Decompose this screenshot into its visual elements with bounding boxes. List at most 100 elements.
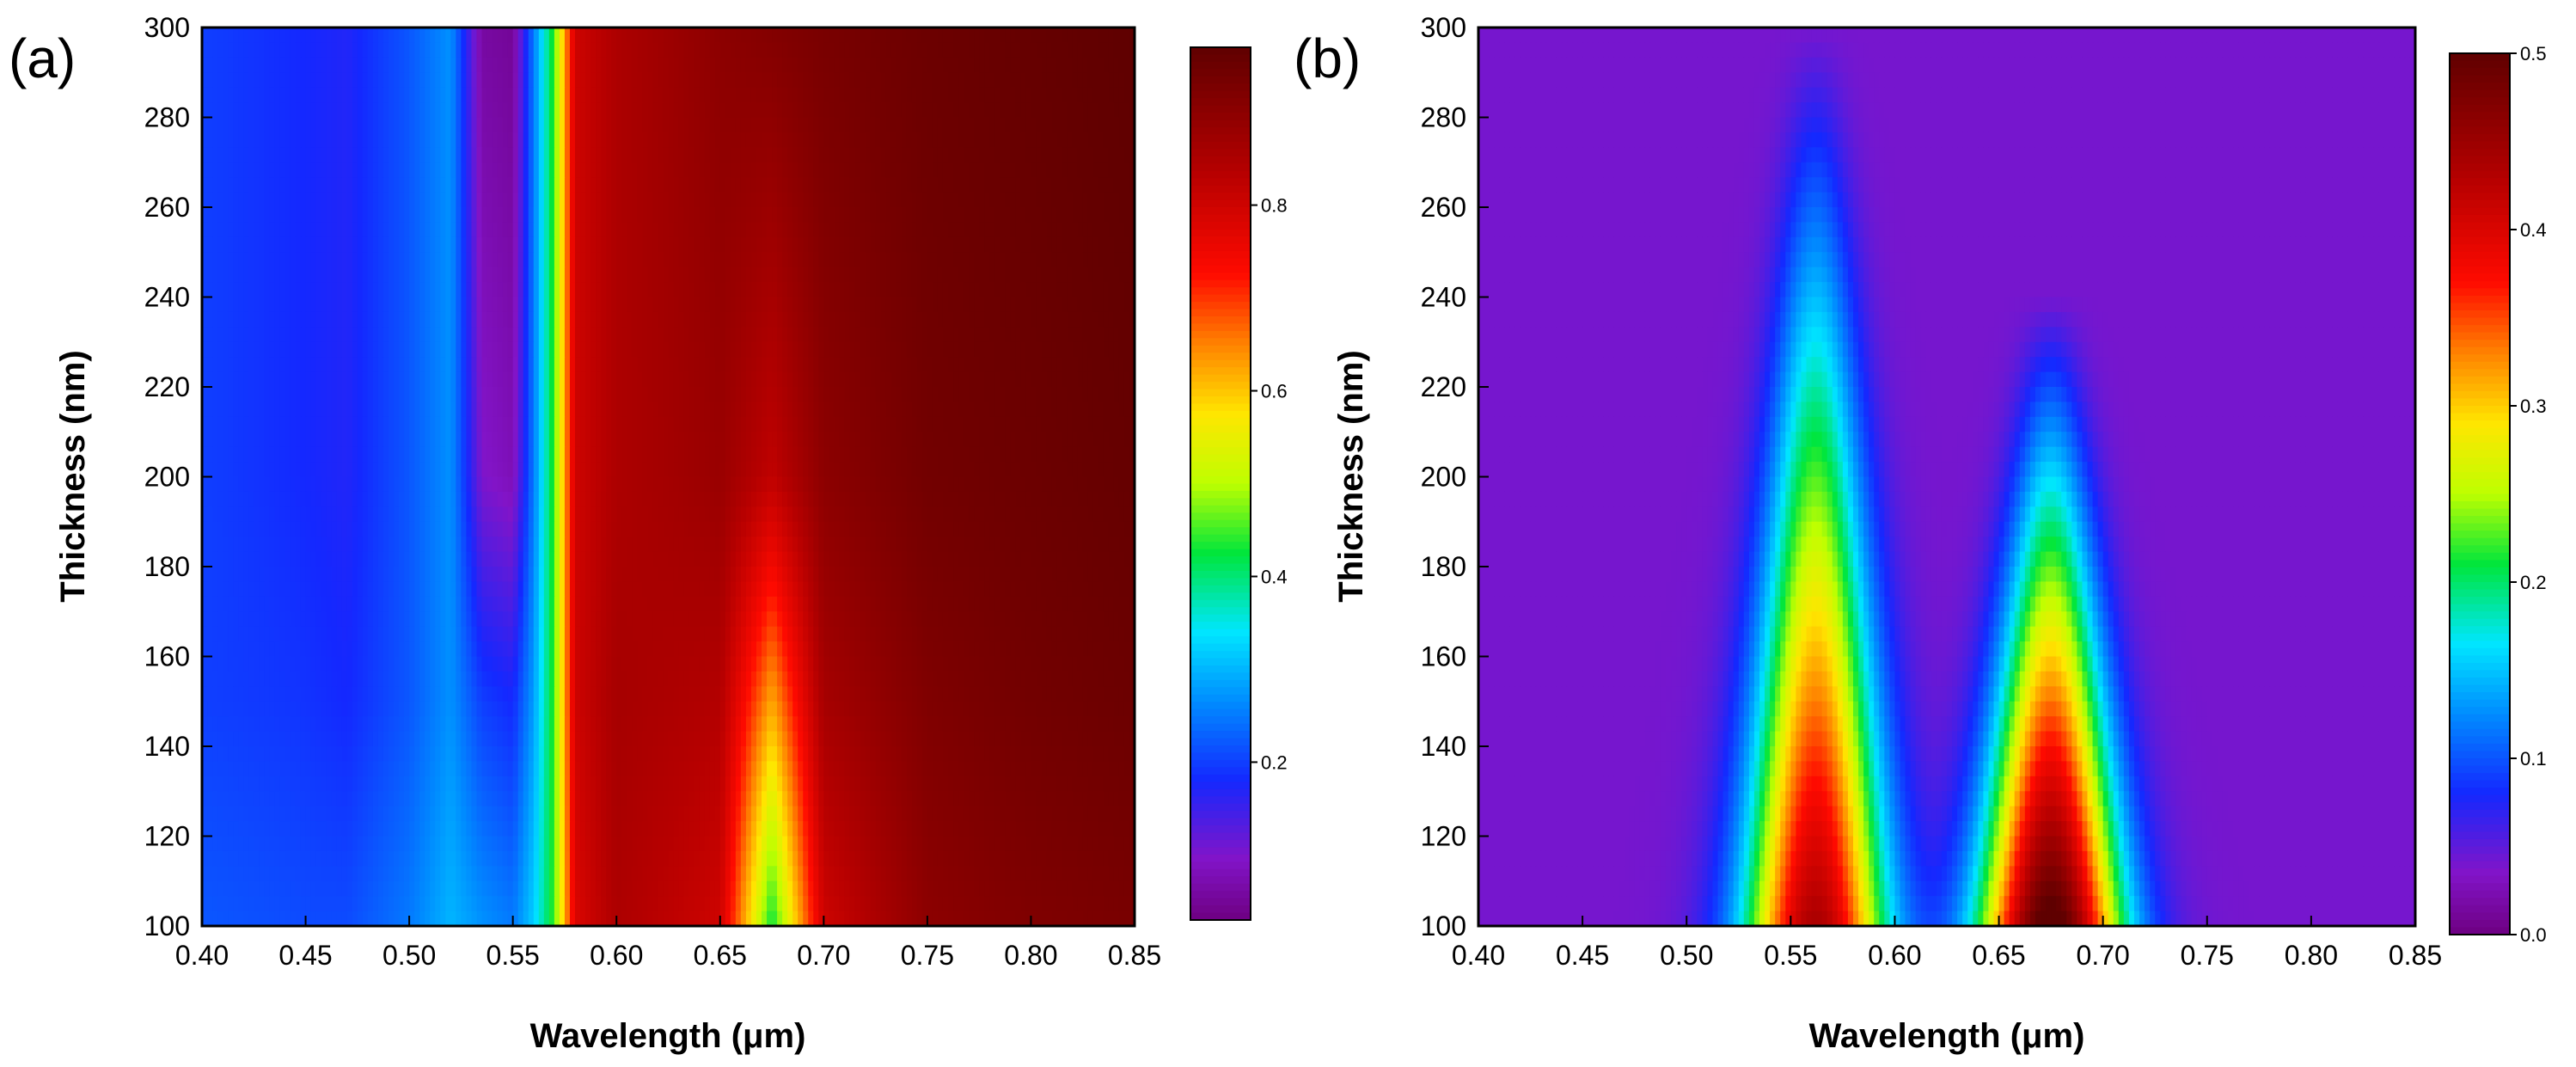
heatmap-cell xyxy=(523,222,529,238)
heatmap-cell xyxy=(575,207,581,224)
heatmap-cell xyxy=(394,192,400,208)
heatmap-cell xyxy=(580,192,586,208)
heatmap-cell xyxy=(652,132,659,148)
heatmap-cell xyxy=(818,327,824,343)
heatmap-cell xyxy=(745,252,752,268)
heatmap-cell xyxy=(880,387,887,403)
heatmap-cell xyxy=(865,297,872,313)
heatmap-cell xyxy=(274,371,281,388)
heatmap-cell xyxy=(382,341,389,358)
heatmap-cell xyxy=(823,102,829,119)
heatmap-cell xyxy=(1062,387,1068,403)
heatmap-cell xyxy=(647,192,654,208)
heatmap-cell xyxy=(621,57,627,73)
heatmap-cell xyxy=(823,236,829,253)
heatmap-cell xyxy=(264,236,270,253)
heatmap-cell xyxy=(719,267,726,283)
heatmap-cell xyxy=(803,57,809,73)
heatmap-cell xyxy=(808,267,814,283)
heatmap-cell xyxy=(554,117,560,133)
heatmap-cell xyxy=(1067,236,1074,253)
heatmap-cell xyxy=(948,311,954,328)
heatmap-cell xyxy=(471,387,478,403)
heatmap-cell xyxy=(932,117,939,133)
heatmap-cell xyxy=(890,147,897,163)
heatmap-cell xyxy=(937,28,944,44)
heatmap-cell xyxy=(688,207,695,224)
heatmap-cell xyxy=(377,297,384,313)
heatmap-cell xyxy=(829,207,835,224)
heatmap-cell xyxy=(1098,42,1104,58)
heatmap-cell xyxy=(1056,416,1063,432)
heatmap-cell xyxy=(596,402,602,418)
heatmap-cell xyxy=(834,311,841,328)
heatmap-cell xyxy=(1005,162,1011,178)
heatmap-cell xyxy=(803,341,809,358)
heatmap-cell xyxy=(658,371,664,388)
heatmap-cell xyxy=(217,207,223,224)
heatmap-cell xyxy=(362,282,369,298)
heatmap-cell xyxy=(932,341,939,358)
heatmap-cell xyxy=(632,236,638,253)
heatmap-cell xyxy=(777,402,783,418)
heatmap-cell xyxy=(367,222,374,238)
heatmap-cell xyxy=(829,177,835,193)
heatmap-cell xyxy=(466,42,473,58)
heatmap-cell xyxy=(259,117,265,133)
heatmap-cell xyxy=(476,341,483,358)
heatmap-cell xyxy=(575,236,581,253)
heatmap-cell xyxy=(1092,102,1099,119)
heatmap-cell xyxy=(668,282,675,298)
heatmap-cell xyxy=(202,42,208,58)
heatmap-cell xyxy=(829,252,835,268)
heatmap-cell xyxy=(223,357,229,373)
heatmap-cell xyxy=(958,236,964,253)
heatmap-cell xyxy=(921,162,928,178)
heatmap-cell xyxy=(1067,416,1074,432)
heatmap-cell xyxy=(533,192,540,208)
heatmap-cell xyxy=(517,432,524,448)
heatmap-cell xyxy=(740,402,747,418)
heatmap-cell xyxy=(974,282,980,298)
heatmap-cell xyxy=(885,371,892,388)
heatmap-cell xyxy=(1118,87,1125,103)
heatmap-cell xyxy=(875,147,882,163)
heatmap-cell xyxy=(673,402,680,418)
heatmap-cell xyxy=(885,236,892,253)
heatmap-cell xyxy=(890,177,897,193)
heatmap-cell xyxy=(880,432,887,448)
heatmap-cell xyxy=(704,402,711,418)
heatmap-cell xyxy=(772,117,778,133)
heatmap-cell xyxy=(942,357,949,373)
heatmap-cell xyxy=(346,207,353,224)
heatmap-cell xyxy=(394,416,400,432)
heatmap-cell xyxy=(471,162,478,178)
heatmap-cell xyxy=(958,222,964,238)
heatmap-cell xyxy=(492,132,499,148)
heatmap-cell xyxy=(321,132,327,148)
heatmap-cell xyxy=(1020,402,1027,418)
heatmap-cell xyxy=(699,311,706,328)
heatmap-cell xyxy=(1113,132,1120,148)
heatmap-cell xyxy=(538,311,545,328)
heatmap-cell xyxy=(750,341,757,358)
heatmap-cell xyxy=(865,416,872,432)
heatmap-cell xyxy=(1056,267,1063,283)
heatmap-cell xyxy=(264,297,270,313)
heatmap-cell xyxy=(481,252,488,268)
heatmap-cell xyxy=(1123,57,1130,73)
heatmap-cell xyxy=(341,192,348,208)
heatmap-cell xyxy=(772,207,778,224)
heatmap-cell xyxy=(1020,132,1027,148)
heatmap-cell xyxy=(569,132,576,148)
heatmap-cell xyxy=(548,72,555,89)
heatmap-cell xyxy=(523,87,529,103)
heatmap-cell xyxy=(362,341,369,358)
heatmap-cell xyxy=(932,252,939,268)
heatmap-cell xyxy=(870,72,877,89)
heatmap-cell xyxy=(948,102,954,119)
heatmap-cell xyxy=(921,87,928,103)
heatmap-cell xyxy=(1062,147,1068,163)
heatmap-cell xyxy=(890,222,897,238)
heatmap-cell xyxy=(860,162,866,178)
